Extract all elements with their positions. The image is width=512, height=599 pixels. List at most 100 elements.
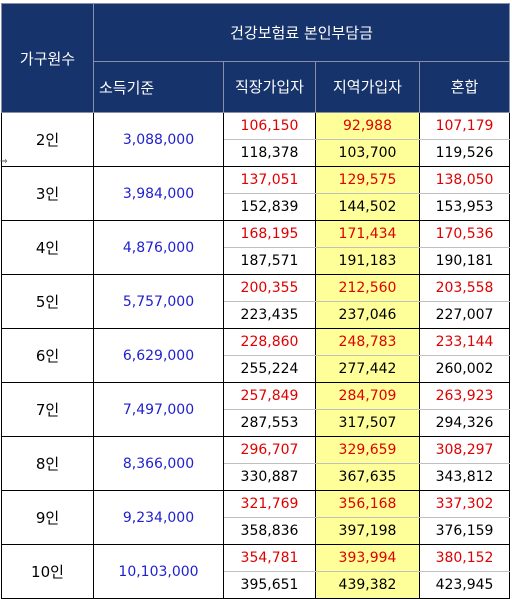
table-row: 118,378 103,700 119,526 bbox=[2, 139, 511, 167]
income-base: 3,984,000 bbox=[93, 166, 224, 221]
table-row: 255,224 277,442 260,002 bbox=[2, 355, 511, 383]
mixed-value: 376,159 bbox=[419, 517, 511, 545]
employee-value: 223,435 bbox=[223, 301, 316, 329]
table-body: 2인 3,088,000 106,150 92,988 107,179 118,378 10… bbox=[1, 112, 511, 599]
employee-value: 255,224 bbox=[223, 355, 316, 383]
mixed-value: 227,007 bbox=[419, 301, 511, 329]
table-row: 395,651 439,382 423,945 bbox=[2, 571, 511, 599]
income-base: 10,103,000 bbox=[93, 544, 224, 599]
mixed-value: 380,152 bbox=[419, 544, 511, 572]
household-size: 10인 bbox=[1, 544, 94, 599]
mixed-value: 294,326 bbox=[419, 409, 511, 437]
household-size: 6인 bbox=[1, 328, 94, 383]
employee-value: 287,553 bbox=[223, 409, 316, 437]
household-size: 4인 bbox=[1, 220, 94, 275]
regional-value: 237,046 bbox=[315, 301, 420, 329]
mixed-value: 203,558 bbox=[419, 274, 511, 302]
household-size: 5인 bbox=[1, 274, 94, 329]
table-row: 223,435 237,046 227,007 bbox=[2, 301, 511, 329]
table-row: 187,571 191,183 190,181 bbox=[2, 247, 511, 275]
mixed-value: 119,526 bbox=[419, 139, 511, 167]
regional-value: 277,442 bbox=[315, 355, 420, 383]
income-base: 9,234,000 bbox=[93, 490, 224, 545]
employee-value: 106,150 bbox=[223, 112, 316, 140]
header-mixed: 혼합 bbox=[418, 61, 511, 113]
employee-value: 296,707 bbox=[223, 436, 316, 464]
mixed-value: 107,179 bbox=[419, 112, 511, 140]
table-row: 7인 7,497,000 257,849 284,709 263,923 bbox=[1, 382, 511, 437]
header-household: 가구원수 bbox=[1, 3, 94, 113]
income-base: 7,497,000 bbox=[93, 382, 224, 437]
household-size: 7인 bbox=[1, 382, 94, 437]
household-size: 8인 bbox=[1, 436, 94, 491]
table-row: 2인 3,088,000 106,150 92,988 107,179 bbox=[1, 112, 511, 167]
employee-value: 354,781 bbox=[223, 544, 316, 572]
mixed-value: 138,050 bbox=[419, 166, 511, 194]
employee-value: 330,887 bbox=[223, 463, 316, 491]
table-row: 10인 10,103,000 354,781 393,994 380,152 bbox=[1, 544, 511, 599]
mixed-value: 260,002 bbox=[419, 355, 511, 383]
regional-value: 317,507 bbox=[315, 409, 420, 437]
employee-value: 187,571 bbox=[223, 247, 316, 275]
arrow-right-icon: ⇒ bbox=[0, 157, 8, 167]
income-base: 4,876,000 bbox=[93, 220, 224, 275]
mixed-value: 308,297 bbox=[419, 436, 511, 464]
table-row: 287,553 317,507 294,326 bbox=[2, 409, 511, 437]
regional-value: 393,994 bbox=[315, 544, 420, 572]
mixed-value: 153,953 bbox=[419, 193, 511, 221]
mixed-value: 170,536 bbox=[419, 220, 511, 248]
mixed-value: 233,144 bbox=[419, 328, 511, 356]
table-row: 5인 5,757,000 200,355 212,560 203,558 bbox=[1, 274, 511, 329]
table-row: 4인 4,876,000 168,195 171,434 170,536 bbox=[1, 220, 511, 275]
employee-value: 395,651 bbox=[223, 571, 316, 599]
table-row: 358,836 397,198 376,159 bbox=[2, 517, 511, 545]
table-row: 152,839 144,502 153,953 bbox=[2, 193, 511, 221]
income-base: 3,088,000 bbox=[93, 112, 224, 167]
employee-value: 321,769 bbox=[223, 490, 316, 518]
employee-value: 200,355 bbox=[223, 274, 316, 302]
employee-value: 137,051 bbox=[223, 166, 316, 194]
regional-value: 367,635 bbox=[315, 463, 420, 491]
household-size: 3인 bbox=[1, 166, 94, 221]
table-row: 9인 9,234,000 321,769 356,168 337,302 bbox=[1, 490, 511, 545]
employee-value: 168,195 bbox=[223, 220, 316, 248]
regional-value: 92,988 bbox=[315, 112, 420, 140]
regional-value: 356,168 bbox=[315, 490, 420, 518]
regional-value: 439,382 bbox=[315, 571, 420, 599]
regional-value: 329,659 bbox=[315, 436, 420, 464]
employee-value: 257,849 bbox=[223, 382, 316, 410]
premium-table: 가구원수 건강보험료 본인부담금 소득기준 직장가입자 지역가입자 혼합 2인 3… bbox=[1, 3, 511, 599]
table-row: 330,887 367,635 343,812 bbox=[2, 463, 511, 491]
table-row: 3인 3,984,000 137,051 129,575 138,050 bbox=[1, 166, 511, 221]
regional-value: 171,434 bbox=[315, 220, 420, 248]
mixed-value: 263,923 bbox=[419, 382, 511, 410]
table-row: 6인 6,629,000 228,860 248,783 233,144 bbox=[1, 328, 511, 383]
household-size: 2인 bbox=[1, 112, 94, 167]
regional-value: 212,560 bbox=[315, 274, 420, 302]
income-base: 5,757,000 bbox=[93, 274, 224, 329]
employee-value: 118,378 bbox=[223, 139, 316, 167]
household-size: 9인 bbox=[1, 490, 94, 545]
mixed-value: 423,945 bbox=[419, 571, 511, 599]
regional-value: 129,575 bbox=[315, 166, 420, 194]
header-employee: 직장가입자 bbox=[223, 61, 316, 113]
regional-value: 248,783 bbox=[315, 328, 420, 356]
table-row: 8인 8,366,000 296,707 329,659 308,297 bbox=[1, 436, 511, 491]
regional-value: 191,183 bbox=[315, 247, 420, 275]
employee-value: 228,860 bbox=[223, 328, 316, 356]
mixed-value: 343,812 bbox=[419, 463, 511, 491]
employee-value: 152,839 bbox=[223, 193, 316, 221]
header-title: 건강보험료 본인부담금 bbox=[92, 3, 511, 62]
regional-value: 284,709 bbox=[315, 382, 420, 410]
regional-value: 144,502 bbox=[315, 193, 420, 221]
income-base: 8,366,000 bbox=[93, 436, 224, 491]
regional-value: 397,198 bbox=[315, 517, 420, 545]
employee-value: 358,836 bbox=[223, 517, 316, 545]
header-income: 소득기준 bbox=[93, 61, 224, 113]
header-regional: 지역가입자 bbox=[315, 61, 420, 113]
mixed-value: 190,181 bbox=[419, 247, 511, 275]
mixed-value: 337,302 bbox=[419, 490, 511, 518]
income-base: 6,629,000 bbox=[93, 328, 224, 383]
regional-value: 103,700 bbox=[315, 139, 420, 167]
